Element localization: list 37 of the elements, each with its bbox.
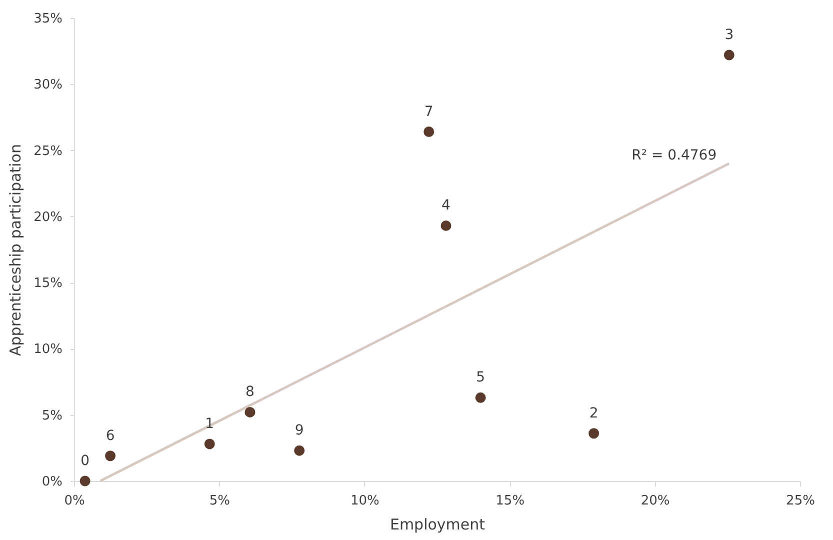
x-tick-label: 10% (350, 494, 380, 508)
x-axis-title: Employment (390, 516, 486, 534)
annotation: 3 (724, 27, 734, 44)
point (588, 428, 600, 439)
annotation: 5 (476, 370, 486, 386)
x-tick-label: 0% (64, 494, 85, 508)
point (475, 392, 486, 403)
point (724, 50, 734, 60)
annotation: 9 (294, 422, 304, 439)
x-tick-label: 20% (640, 494, 670, 508)
y-tick-label: 20% (34, 210, 62, 225)
annotation: 0 (80, 453, 90, 469)
point (294, 445, 305, 456)
y-tick-label: 10% (34, 342, 62, 358)
point (80, 476, 90, 486)
point (424, 126, 434, 137)
annotation: 2 (589, 405, 598, 422)
point (244, 406, 256, 418)
annotation: 7 (424, 104, 434, 120)
annotation: 6 (106, 428, 115, 444)
y-axis-title: Apprenticeship participation (6, 144, 25, 356)
x-tick-label: 15% (496, 494, 525, 508)
y-tick-label: 0% (42, 474, 62, 490)
y-tick-label: 25% (34, 144, 62, 159)
x-tick-label: 25% (786, 494, 815, 508)
x-tick-label: 5% (209, 494, 230, 508)
point (105, 450, 116, 462)
y-tick-label: 15% (34, 276, 62, 292)
annotation: 1 (205, 416, 214, 432)
point (204, 438, 215, 450)
annotation: 4 (442, 198, 451, 214)
point (440, 220, 452, 231)
y-tick-label: 30% (34, 78, 62, 93)
annotation: R² = 0.4769 (632, 148, 717, 164)
y-tick-label: 35% (34, 12, 62, 26)
annotation: 8 (246, 384, 254, 400)
y-tick-label: 5% (42, 408, 62, 424)
